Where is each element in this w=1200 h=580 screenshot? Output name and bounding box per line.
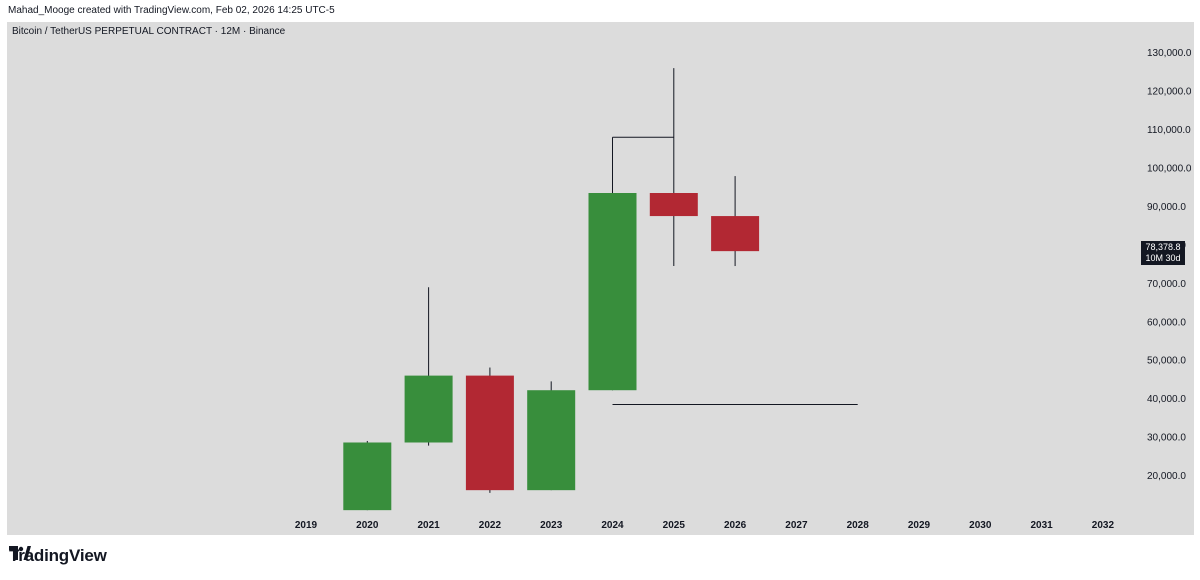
price-tick-label: 90,000.0 <box>1147 202 1186 213</box>
price-tick-label: 30,000.0 <box>1147 433 1186 444</box>
candle-body <box>404 375 453 443</box>
year-tick-label: 2028 <box>847 520 870 531</box>
candles[interactable] <box>343 68 760 511</box>
year-tick-label: 2029 <box>908 520 931 531</box>
last-price-badge: 78,378.8 10M 30d <box>1141 241 1185 265</box>
year-tick-label: 2031 <box>1030 520 1053 531</box>
year-tick-label: 2021 <box>417 520 440 531</box>
bar-countdown: 10M 30d <box>1145 253 1181 263</box>
price-tick-label: 70,000.0 <box>1147 279 1186 290</box>
chart-attribution: Mahad_Mooge created with TradingView.com… <box>8 5 335 16</box>
price-axis[interactable]: 20,000.0 30,000.0 40,000.0 50,000.0 60,000.0… <box>1147 48 1192 482</box>
price-tick-label: 60,000.0 <box>1147 317 1186 328</box>
last-price-value: 78,378.8 <box>1145 242 1181 252</box>
year-tick-label: 2023 <box>540 520 563 531</box>
symbol-title[interactable]: Bitcoin / TetherUS PERPETUAL CONTRACT · … <box>12 26 286 37</box>
year-tick-label: 2030 <box>969 520 992 531</box>
candle-body <box>649 193 698 217</box>
price-tick-label: 40,000.0 <box>1147 394 1186 405</box>
candle-body <box>588 193 637 391</box>
tradingview-brand-text: TradingView <box>9 546 107 565</box>
price-tick-label: 120,000.0 <box>1147 87 1192 98</box>
tradingview-logo[interactable]: TradingView <box>9 546 107 566</box>
price-tick-label: 130,000.0 <box>1147 48 1192 59</box>
drawn-lines[interactable] <box>612 136 858 405</box>
candle-body <box>711 216 760 252</box>
price-tick-label: 50,000.0 <box>1147 356 1186 367</box>
price-tick-label: 110,000.0 <box>1147 125 1191 136</box>
price-tick-label: 100,000.0 <box>1147 164 1192 175</box>
year-tick-label: 2019 <box>295 520 318 531</box>
price-tick-label: 20,000.0 <box>1147 471 1186 482</box>
year-tick-label: 2024 <box>601 520 624 531</box>
year-tick-label: 2026 <box>724 520 747 531</box>
time-axis[interactable]: 2019 2020 2021 2022 2023 2024 2025 2026 2027 2028… <box>295 520 1115 531</box>
year-tick-label: 2032 <box>1092 520 1115 531</box>
candle-body <box>527 390 576 491</box>
year-tick-label: 2025 <box>663 520 686 531</box>
candle-body <box>465 375 514 491</box>
year-tick-label: 2027 <box>785 520 808 531</box>
year-tick-label: 2020 <box>356 520 379 531</box>
candle-body <box>343 442 392 511</box>
tradingview-logo-icon <box>9 546 31 560</box>
year-tick-label: 2022 <box>479 520 502 531</box>
